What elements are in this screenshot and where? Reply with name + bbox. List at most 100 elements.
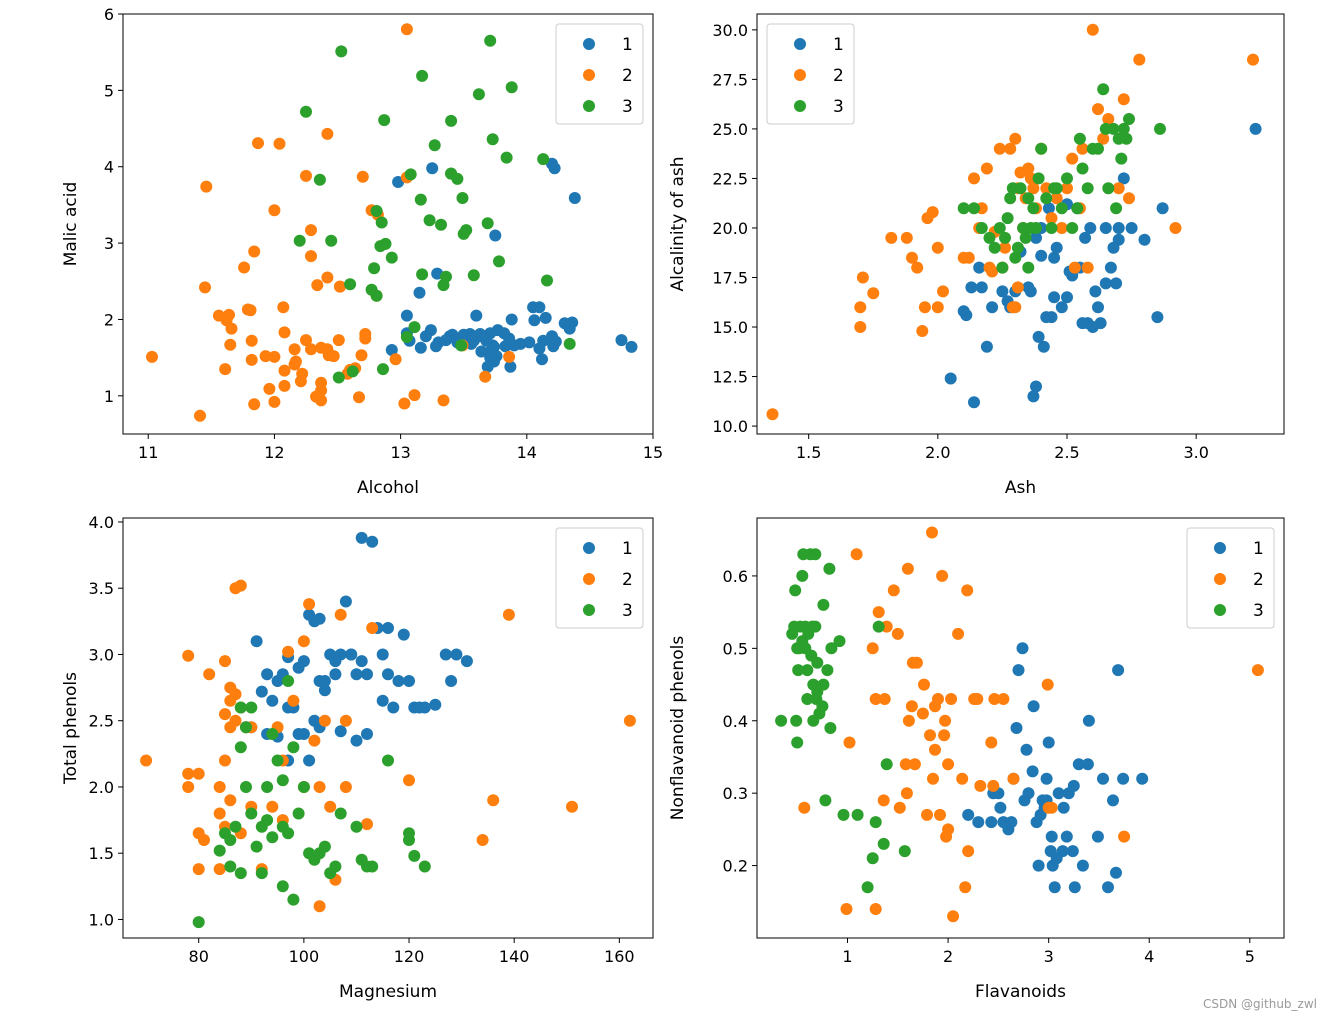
scatter-point xyxy=(334,725,347,738)
scatter-point xyxy=(807,678,820,691)
scatter-point xyxy=(987,779,1000,792)
scatter-point xyxy=(854,301,867,314)
y-axis-label: Alcalinity of ash xyxy=(668,156,688,291)
y-tick-label: 4 xyxy=(104,158,114,177)
scatter-point xyxy=(1066,222,1079,234)
scatter-point xyxy=(533,342,546,355)
watermark: CSDN @github_zwl xyxy=(1203,997,1317,1011)
scatter-point xyxy=(866,642,879,655)
scatter-point xyxy=(350,668,363,681)
scatter-point xyxy=(916,707,929,720)
scatter-point xyxy=(318,714,331,727)
scatter-point xyxy=(248,245,261,258)
scatter-point xyxy=(219,708,231,721)
scatter-point xyxy=(911,261,924,274)
scatter-point xyxy=(902,714,915,727)
scatter-point xyxy=(1061,172,1073,185)
scatter-point xyxy=(282,645,295,658)
scatter-point xyxy=(339,781,352,793)
scatter-point xyxy=(428,139,441,152)
scatter-point xyxy=(938,729,951,742)
scatter-point xyxy=(213,844,226,857)
scatter-point xyxy=(1097,83,1110,96)
legend-label: 2 xyxy=(1253,570,1264,590)
scatter-point xyxy=(786,627,799,640)
scatter-point xyxy=(334,648,347,661)
scatter-point xyxy=(872,606,885,619)
x-tick-label: 4 xyxy=(1144,947,1154,966)
scatter-point xyxy=(327,350,340,363)
y-tick-label: 2.0 xyxy=(89,778,114,797)
legend-label: 1 xyxy=(622,539,633,559)
x-tick-label: 13 xyxy=(390,443,410,462)
x-axis-label: Alcohol xyxy=(357,478,419,498)
scatter-point xyxy=(287,694,300,707)
scatter-point xyxy=(146,350,158,363)
scatter-point xyxy=(1076,162,1089,175)
scatter-point xyxy=(474,328,487,340)
scatter-point xyxy=(877,794,890,807)
scatter-point xyxy=(392,675,405,687)
scatter-point xyxy=(905,700,918,713)
scatter-point xyxy=(775,714,788,727)
scatter-point xyxy=(400,331,413,343)
scatter-point xyxy=(536,353,548,366)
y-axis-label: Nonflavanoid phenols xyxy=(668,636,688,821)
scatter-point xyxy=(418,701,431,714)
scatter-point xyxy=(339,714,352,727)
scatter-point xyxy=(1004,142,1017,155)
scatter-point xyxy=(1107,794,1119,807)
scatter-point xyxy=(332,371,345,384)
scatter-point xyxy=(885,231,898,244)
y-tick-label: 3.0 xyxy=(89,645,114,664)
scatter-point xyxy=(942,823,955,836)
scatter-point xyxy=(334,608,347,621)
scatter-point xyxy=(1045,212,1058,225)
scatter-point xyxy=(1035,249,1048,262)
scatter-point xyxy=(344,278,357,291)
scatter-point xyxy=(486,133,499,146)
scatter-point xyxy=(1118,830,1131,843)
scatter-point xyxy=(321,271,334,284)
scatter-point xyxy=(939,714,952,727)
scatter-point xyxy=(505,313,518,326)
scatter-point xyxy=(1022,787,1035,800)
scatter-point xyxy=(1061,291,1073,304)
scatter-point xyxy=(379,237,392,250)
scatter-point xyxy=(547,340,560,353)
plot-frame xyxy=(122,13,654,435)
x-tick-label: 120 xyxy=(394,947,425,966)
scatter-point xyxy=(817,598,830,611)
scatter-point xyxy=(944,372,957,385)
scatter-point xyxy=(1009,251,1022,264)
scatter-point xyxy=(900,231,913,244)
scatter-point xyxy=(817,678,830,691)
scatter-point xyxy=(450,648,463,661)
series-2 xyxy=(146,23,516,422)
scatter-point xyxy=(361,728,373,740)
legend-box xyxy=(555,23,644,125)
legend-box xyxy=(1186,527,1275,629)
scatter-point xyxy=(1081,182,1094,195)
scatter-point xyxy=(378,114,391,127)
scatter-point xyxy=(324,800,337,813)
scatter-point xyxy=(1117,93,1130,106)
scatter-point xyxy=(1040,311,1053,324)
scatter-point xyxy=(623,714,636,727)
scatter-point xyxy=(305,250,317,263)
scatter-point xyxy=(261,814,274,827)
scatter-point xyxy=(1022,281,1035,294)
scatter-point xyxy=(823,562,836,575)
scatter-point xyxy=(313,781,326,793)
scatter-point xyxy=(419,330,432,343)
scatter-point xyxy=(199,281,211,294)
scatter-point xyxy=(355,349,368,362)
scatter-point xyxy=(229,688,242,701)
scatter-point xyxy=(1117,122,1130,135)
scatter-point xyxy=(968,172,980,185)
scatter-point xyxy=(1045,222,1058,234)
scatter-point xyxy=(300,334,312,347)
scatter-point xyxy=(854,321,867,333)
scatter-point xyxy=(255,685,268,698)
